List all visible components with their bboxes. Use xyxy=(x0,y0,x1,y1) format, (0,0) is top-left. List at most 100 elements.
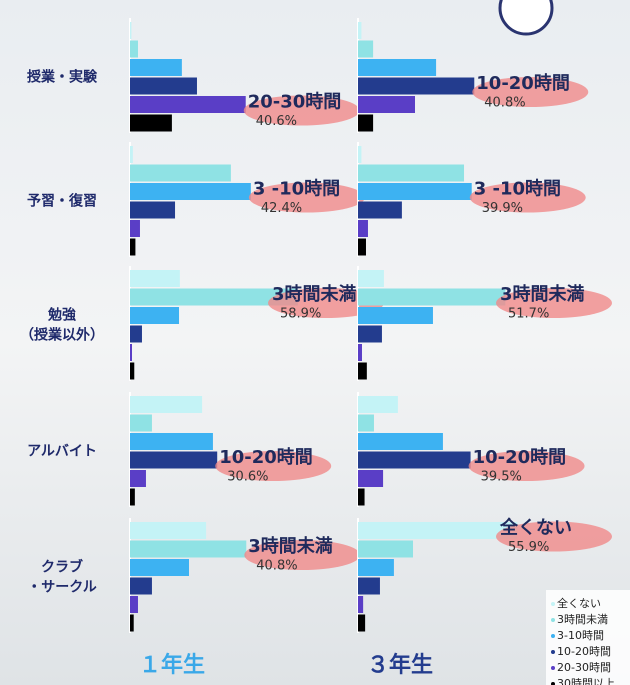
bar xyxy=(358,307,433,324)
column-label: １年生 xyxy=(139,652,205,678)
row-label: 勉強 xyxy=(47,307,76,324)
legend-swatch xyxy=(551,634,555,638)
value-label: 39.9% xyxy=(482,201,523,216)
bar xyxy=(130,540,247,558)
row-label: 予習・復習 xyxy=(27,193,97,210)
callout-label: 20-30時間 xyxy=(248,92,342,113)
callout-highlight xyxy=(468,451,585,481)
row-label: アルバイト xyxy=(27,444,97,460)
bar xyxy=(358,470,384,487)
callout-highlight xyxy=(472,77,589,107)
legend-swatch xyxy=(551,666,555,670)
bar xyxy=(130,164,231,182)
bar xyxy=(358,146,362,163)
callout-highlight xyxy=(496,521,612,552)
callout-highlight xyxy=(248,182,365,213)
legend-swatch xyxy=(551,650,555,654)
bar xyxy=(358,433,443,450)
bar xyxy=(358,451,471,469)
bar xyxy=(358,201,402,219)
bar xyxy=(358,362,367,380)
bar xyxy=(358,59,437,76)
bar xyxy=(358,220,368,237)
callout-label: 3時間未満 xyxy=(500,283,585,305)
bar xyxy=(130,451,218,469)
bar xyxy=(358,596,364,613)
value-label: 30.6% xyxy=(227,470,268,485)
bar xyxy=(358,96,415,113)
bar xyxy=(358,114,374,132)
bar xyxy=(130,396,203,413)
bar xyxy=(130,559,189,576)
row-label: クラブ xyxy=(41,559,83,576)
bar xyxy=(358,414,374,432)
row-label: 授業・実験 xyxy=(27,69,98,86)
legend-label: 30時間以上 xyxy=(557,677,615,685)
callout-label: 10-20時間 xyxy=(473,447,567,468)
bar xyxy=(130,238,136,256)
callout-label: 3時間未満 xyxy=(248,535,333,557)
bar xyxy=(358,40,374,58)
legend-swatch xyxy=(551,602,555,606)
callout-label: 3 -10時間 xyxy=(474,179,561,200)
bar xyxy=(130,114,172,132)
callout-label: 10-20時間 xyxy=(219,447,313,468)
bar xyxy=(358,559,394,576)
value-label: 51.7% xyxy=(508,307,549,322)
bar xyxy=(130,433,213,450)
bar xyxy=(130,614,134,632)
callout-label: 3 -10時間 xyxy=(253,179,340,200)
callout-label: 3時間未満 xyxy=(272,283,357,305)
bar xyxy=(358,488,365,506)
column-label: ３年生 xyxy=(367,652,433,678)
bar xyxy=(130,22,132,39)
legend-label: 3時間未満 xyxy=(557,613,608,626)
bar xyxy=(358,77,475,95)
bar xyxy=(358,270,384,287)
bar xyxy=(130,220,140,237)
bar xyxy=(130,414,152,432)
legend-swatch xyxy=(551,682,555,685)
callout-highlight xyxy=(469,182,586,213)
callout-highlight xyxy=(243,95,360,126)
bar xyxy=(358,288,506,306)
bar xyxy=(130,201,176,219)
value-label: 42.4% xyxy=(261,201,302,216)
bar xyxy=(358,577,380,595)
row-label: ・サークル xyxy=(27,580,97,596)
clock-icon xyxy=(498,0,554,36)
bar xyxy=(358,344,362,361)
bar xyxy=(130,59,182,76)
value-label: 58.9% xyxy=(280,307,321,322)
callout-label: 全くない xyxy=(499,517,572,539)
bar xyxy=(130,362,135,380)
bar xyxy=(130,288,298,306)
legend-swatch xyxy=(551,618,555,622)
value-label: 55.9% xyxy=(508,540,549,555)
bar xyxy=(130,307,180,324)
bar xyxy=(130,183,251,200)
bar xyxy=(358,540,414,558)
callout-highlight xyxy=(244,540,361,570)
bar xyxy=(358,325,382,343)
legend-label: 3-10時間 xyxy=(557,629,604,642)
bar xyxy=(358,183,472,200)
bar xyxy=(130,522,207,539)
bar xyxy=(130,325,142,343)
bar xyxy=(130,40,138,58)
bar xyxy=(130,488,135,506)
legend-box xyxy=(546,590,630,685)
bar xyxy=(130,77,197,95)
legend-label: 20-30時間 xyxy=(557,661,611,674)
callout-highlight xyxy=(496,288,612,318)
bar xyxy=(358,238,366,256)
bar xyxy=(358,396,398,413)
legend-label: 10-20時間 xyxy=(557,645,611,658)
callout-label: 10-20時間 xyxy=(476,73,570,94)
bar xyxy=(130,270,180,287)
bar xyxy=(358,522,518,539)
legend-label: 全くない xyxy=(557,596,601,610)
bar xyxy=(358,614,366,632)
bar xyxy=(358,164,465,182)
